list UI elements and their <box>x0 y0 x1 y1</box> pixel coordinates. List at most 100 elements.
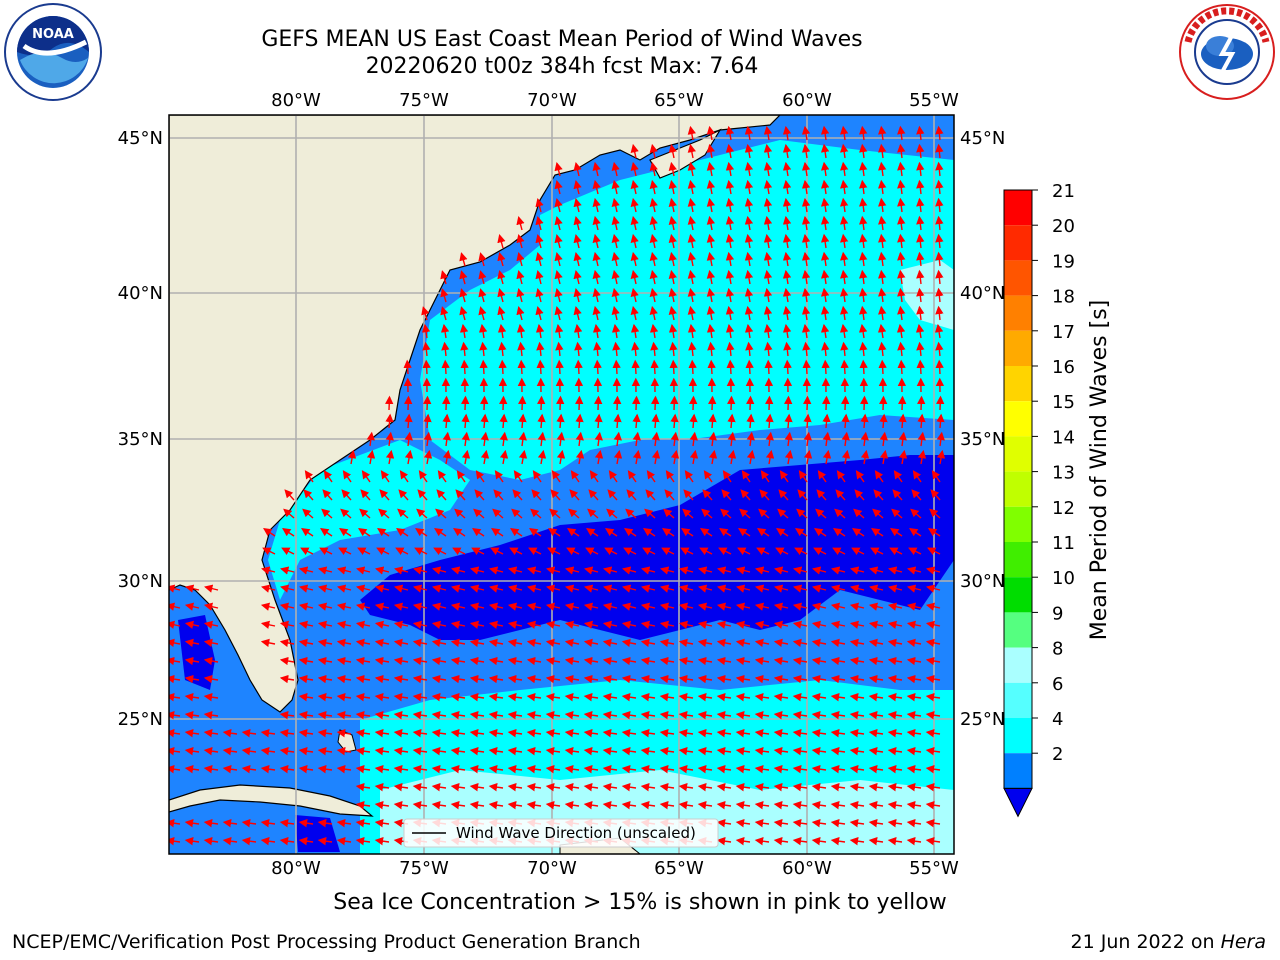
wave-direction-arrow <box>643 528 656 537</box>
wave-direction-arrow <box>469 729 485 738</box>
wave-direction-arrow <box>461 413 470 429</box>
wave-direction-arrow <box>735 693 751 702</box>
wave-direction-arrow <box>820 125 830 141</box>
wave-direction-arrow <box>746 395 755 411</box>
wave-direction-arrow <box>801 125 811 141</box>
wave-direction-arrow <box>814 528 827 537</box>
wave-direction-arrow <box>735 711 751 720</box>
wave-direction-arrow <box>478 323 488 339</box>
wave-direction-arrow <box>434 528 447 537</box>
wave-direction-arrow <box>573 216 582 231</box>
wave-direction-arrow <box>621 693 637 702</box>
wave-direction-arrow <box>849 638 865 648</box>
wave-direction-arrow <box>632 395 641 411</box>
colorbar-tick-label: 15 <box>1052 392 1075 413</box>
wave-direction-arrow <box>611 323 621 339</box>
wave-direction-arrow <box>840 215 849 231</box>
wave-direction-arrow <box>878 341 887 357</box>
wave-direction-arrow <box>726 359 735 375</box>
wave-direction-arrow <box>396 528 409 537</box>
wave-direction-arrow <box>459 323 469 339</box>
wave-direction-arrow <box>480 431 489 447</box>
colorbar-label: Mean Period of Wind Waves [s] <box>1087 300 1112 640</box>
wave-direction-arrow <box>784 413 793 429</box>
wave-direction-arrow <box>204 584 219 593</box>
wave-direction-arrow <box>912 470 922 483</box>
wave-direction-arrow <box>860 395 869 411</box>
wave-direction-arrow <box>773 656 789 666</box>
wave-direction-arrow <box>697 620 713 629</box>
wave-direction-arrow <box>441 341 450 357</box>
wave-direction-arrow <box>801 287 811 303</box>
wave-direction-arrow <box>454 508 466 519</box>
wave-direction-arrow <box>663 508 675 519</box>
wave-direction-arrow <box>887 638 903 648</box>
wave-direction-arrow <box>630 233 639 249</box>
wave-direction-arrow <box>801 161 811 177</box>
wave-direction-arrow <box>832 547 846 556</box>
wave-direction-arrow <box>374 674 390 684</box>
wave-direction-arrow <box>773 602 789 611</box>
wave-direction-arrow <box>498 341 507 357</box>
wave-direction-arrow <box>432 566 447 575</box>
wave-direction-arrow <box>375 584 390 593</box>
wave-direction-arrow <box>510 528 523 537</box>
wave-direction-arrow <box>583 729 599 738</box>
wave-direction-arrow <box>570 470 580 483</box>
wave-direction-arrow <box>301 528 314 537</box>
wave-direction-arrow <box>460 341 469 357</box>
wave-direction-arrow <box>822 413 831 429</box>
wave-direction-arrow <box>784 431 793 447</box>
wave-direction-arrow <box>649 179 658 195</box>
wave-direction-arrow <box>347 449 357 465</box>
wave-direction-arrow <box>678 693 694 702</box>
wave-direction-arrow <box>260 765 276 774</box>
wave-direction-arrow <box>336 729 352 738</box>
wave-direction-arrow <box>507 638 523 648</box>
wave-direction-arrow <box>564 674 580 684</box>
wave-direction-arrow <box>298 674 314 684</box>
wave-direction-arrow <box>393 674 409 684</box>
wave-direction-arrow <box>830 747 846 756</box>
lon-tick-bottom: 75°W <box>399 858 449 879</box>
wave-direction-arrow <box>763 269 773 285</box>
wave-direction-arrow <box>317 620 333 629</box>
wave-direction-arrow <box>830 729 846 738</box>
wave-direction-arrow <box>317 602 333 611</box>
wave-direction-arrow <box>404 395 413 411</box>
wave-direction-arrow <box>393 747 409 756</box>
wave-direction-arrow <box>574 359 583 375</box>
wave-direction-arrow <box>337 566 352 575</box>
wave-direction-arrow <box>283 508 295 519</box>
wave-direction-arrow <box>698 584 713 593</box>
wave-direction-arrow <box>592 179 601 195</box>
wave-direction-arrow <box>925 638 941 648</box>
colorbar-tick-label: 9 <box>1052 603 1063 624</box>
wave-direction-arrow <box>925 602 941 611</box>
wave-direction-arrow <box>678 620 694 629</box>
wave-direction-arrow <box>497 306 506 321</box>
wave-direction-arrow <box>792 674 808 684</box>
wave-direction-arrow <box>450 747 466 756</box>
wave-direction-arrow <box>659 638 675 648</box>
wave-direction-arrow <box>872 508 884 519</box>
wave-direction-arrow <box>556 395 565 411</box>
wave-direction-arrow <box>475 470 485 483</box>
wave-direction-arrow <box>683 489 694 501</box>
wave-direction-arrow <box>763 287 773 303</box>
wave-direction-arrow <box>626 489 637 501</box>
wave-direction-arrow <box>565 584 580 593</box>
wave-direction-arrow <box>725 197 735 213</box>
wave-direction-arrow <box>878 215 887 231</box>
wave-direction-arrow <box>860 413 869 429</box>
lon-tick-bottom: 55°W <box>909 858 959 879</box>
wave-direction-arrow <box>545 602 561 611</box>
wave-direction-arrow <box>488 693 504 702</box>
wave-direction-arrow <box>583 674 599 684</box>
wave-direction-arrow <box>451 584 466 593</box>
wave-direction-arrow <box>318 566 333 575</box>
wave-direction-arrow <box>717 584 732 593</box>
wave-direction-arrow <box>621 747 637 756</box>
wave-direction-arrow <box>668 161 677 177</box>
